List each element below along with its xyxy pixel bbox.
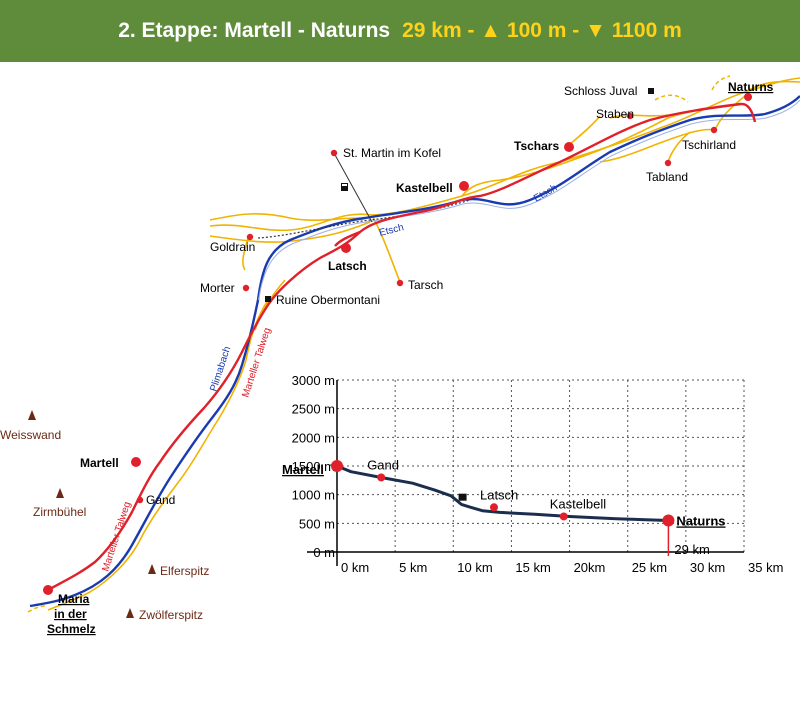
label-naturns: Naturns xyxy=(728,80,774,94)
label-zwoelferspitz: Zwölferspitz xyxy=(139,608,203,622)
label-goldrain: Goldrain xyxy=(210,240,255,254)
marker-tabland xyxy=(664,159,672,167)
x-tick-label: 0 km xyxy=(341,560,369,575)
label-martell: Martell xyxy=(80,456,119,470)
title-banner: 2. Etappe: Martell - Naturns 29 km - ▲ 1… xyxy=(0,0,800,62)
marker-naturns xyxy=(744,93,752,101)
profile-point-label: Latsch xyxy=(480,487,518,502)
marker-latsch xyxy=(341,243,351,253)
peak-triangle-icon xyxy=(28,410,36,420)
label-tschars: Tschars xyxy=(514,139,559,153)
label-kastelbell: Kastelbell xyxy=(396,181,453,195)
label-gand: Gand xyxy=(146,493,175,507)
peak-zirmbuehel: Zirmbühel xyxy=(33,488,86,519)
castle-icon-obermontani xyxy=(265,296,271,302)
label-maria: Maria xyxy=(58,592,90,606)
profile-point xyxy=(489,503,498,512)
place-markers xyxy=(43,93,752,595)
total-distance-label: 29 km xyxy=(674,542,709,557)
label-staben: Staben xyxy=(596,107,634,121)
elevation-profile: 0 m 500 m 1000 m 1500 m 2000 m 2500 m 3000 m 0 … xyxy=(282,373,783,575)
profile-point-label: Gand xyxy=(367,457,399,472)
cable-car-line xyxy=(333,152,373,223)
label-schmelz: Schmelz xyxy=(47,622,96,636)
label-etsch-east: Etsch xyxy=(532,183,559,205)
marker-gand xyxy=(136,496,144,504)
stage-stats: 29 km - ▲ 100 m - ▼ 1100 m xyxy=(402,19,682,42)
label-tabland: Tabland xyxy=(646,170,688,184)
castle-icon xyxy=(458,493,467,501)
y-tick-label: 500 m xyxy=(299,516,335,531)
hiking-route xyxy=(47,102,757,592)
peak-triangle-icon xyxy=(148,564,156,574)
marker-kastelbell xyxy=(459,181,469,191)
profile-point-label: Kastelbell xyxy=(550,496,606,511)
peak-triangle-icon xyxy=(126,608,134,618)
marker-morter xyxy=(242,284,250,292)
marker-tarsch xyxy=(396,279,404,287)
peak-triangle-icon xyxy=(56,488,64,498)
label-morter: Morter xyxy=(200,281,235,295)
peak-elferspitz: Elferspitz xyxy=(148,564,209,578)
plimabach-river xyxy=(29,299,260,608)
profile-point xyxy=(377,473,386,482)
y-tick-label: 2000 m xyxy=(292,430,335,445)
stage-title: 2. Etappe: Martell - Naturns xyxy=(118,19,391,42)
label-weisswand: Weisswand xyxy=(0,428,61,442)
railway xyxy=(257,199,471,239)
y-tick-label: 3000 m xyxy=(292,373,335,388)
peak-weisswand: Weisswand xyxy=(0,410,61,442)
label-elferspitz: Elferspitz xyxy=(160,564,209,578)
road-dashed xyxy=(27,75,731,613)
label-zirmbuehel: Zirmbühel xyxy=(33,505,86,519)
marker-st-martin xyxy=(330,149,338,157)
marker-tschars xyxy=(564,142,574,152)
castle-icon-juval xyxy=(648,88,654,94)
marker-staben xyxy=(626,112,634,120)
marker-goldrain xyxy=(246,233,254,241)
x-tick-label: 20km xyxy=(574,560,606,575)
marker-tschirland xyxy=(710,126,718,134)
label-plimabach: Plimabach xyxy=(208,345,233,393)
label-st-martin: St. Martin im Kofel xyxy=(343,146,441,160)
x-tick-label: 35 km xyxy=(748,560,783,575)
label-tschirland: Tschirland xyxy=(682,138,736,152)
label-trail-lower: Marteller Talweg xyxy=(100,500,133,572)
label-schloss-juval: Schloss Juval xyxy=(564,84,637,98)
marker-maria-in-der-schmelz xyxy=(43,585,53,595)
label-ruine-obermontani: Ruine Obermontani xyxy=(276,293,380,307)
y-tick-label: 2500 m xyxy=(292,402,335,417)
x-tick-label: 10 km xyxy=(457,560,492,575)
label-latsch: Latsch xyxy=(328,259,367,273)
label-tarsch: Tarsch xyxy=(408,278,443,292)
y-tick-label: 0 m xyxy=(313,545,335,560)
y-tick-label: 1500 m xyxy=(292,459,335,474)
x-tick-label: 15 km xyxy=(515,560,550,575)
label-in-der: in der xyxy=(54,607,87,621)
marker-martell xyxy=(131,457,141,467)
profile-point-label: Naturns xyxy=(676,513,725,528)
peak-zwoelferspitz: Zwölferspitz xyxy=(126,608,203,622)
etsch-river xyxy=(256,95,800,305)
profile-point xyxy=(331,460,343,472)
x-tick-label: 30 km xyxy=(690,560,725,575)
label-etsch-west: Etsch xyxy=(378,222,405,239)
y-tick-label: 1000 m xyxy=(292,488,335,503)
profile-point xyxy=(559,512,568,521)
x-tick-label: 25 km xyxy=(632,560,667,575)
profile-point-label: Martell xyxy=(282,462,324,477)
x-tick-label: 5 km xyxy=(399,560,427,575)
cable-car-icon xyxy=(341,183,348,191)
